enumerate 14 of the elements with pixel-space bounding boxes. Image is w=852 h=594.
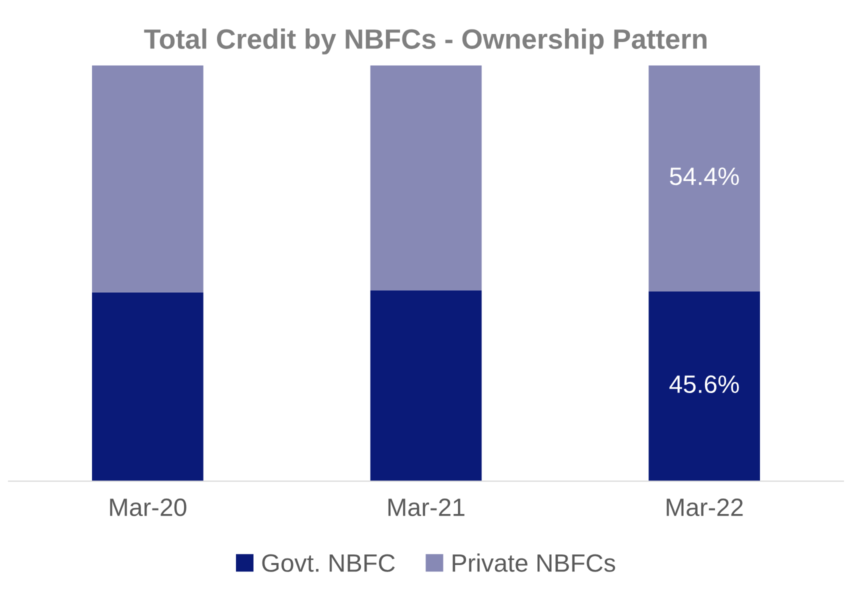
bar — [92, 65, 204, 292]
data-label: 45.6% — [669, 375, 739, 394]
bar — [648, 65, 760, 292]
legend-label: Govt. NBFC — [262, 554, 395, 572]
bar — [92, 292, 204, 482]
bar — [648, 292, 760, 482]
bar — [370, 65, 482, 290]
x-tick-label: Mar-21 — [388, 498, 464, 516]
x-tick-label: Mar-20 — [110, 498, 186, 516]
chart-title: Total Credit by NBFCs - Ownership Pattern — [144, 28, 706, 54]
legend-label: Private NBFCs — [452, 554, 616, 572]
x-tick-label: Mar-22 — [666, 498, 743, 516]
data-label: 54.4% — [670, 168, 739, 186]
bar — [370, 290, 482, 482]
